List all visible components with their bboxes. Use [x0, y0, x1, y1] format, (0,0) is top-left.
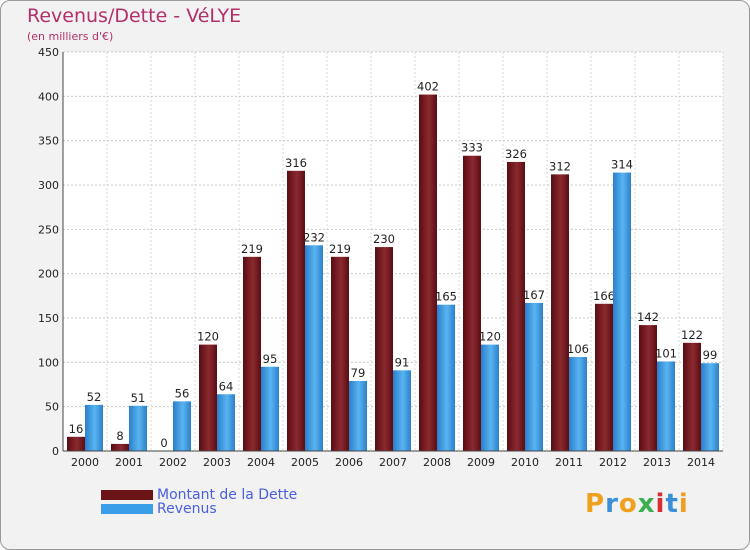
- x-tick-label: 2000: [71, 456, 99, 469]
- x-tick-label: 2013: [643, 456, 671, 469]
- bar-dette: [639, 325, 657, 451]
- bar-revenus: [261, 366, 279, 451]
- x-axis: 2000 2001 2002 2003 2004 2005 2006 2007 2008 2009…: [63, 450, 723, 469]
- proxiti-logo: Proxiti: [585, 489, 689, 519]
- bar-revenus: [217, 394, 235, 451]
- bar-dette: [331, 256, 349, 451]
- y-tick-label: 300: [38, 179, 59, 192]
- bar-revenus: [525, 302, 543, 451]
- x-tick-label: 2005: [291, 456, 319, 469]
- data-label-dette: 219: [241, 242, 263, 256]
- y-axis: 0 50 100 150 200 250 300 350 400 450: [38, 46, 64, 458]
- bar-revenus: [657, 361, 675, 451]
- legend-label-revenus: Revenus: [157, 501, 217, 517]
- x-tick-label: 2010: [511, 456, 539, 469]
- bar-revenus: [129, 405, 147, 451]
- bar-dette: [683, 342, 701, 451]
- bar-revenus: [569, 357, 587, 451]
- data-label-revenus: 106: [567, 342, 589, 356]
- x-tick-label: 2009: [467, 456, 495, 469]
- y-tick-label: 400: [38, 90, 59, 103]
- bar-revenus: [613, 172, 631, 451]
- bar-revenus: [701, 363, 719, 451]
- data-label-dette: 0: [160, 436, 167, 450]
- data-label-revenus: 79: [351, 366, 366, 380]
- data-label-dette: 142: [637, 310, 659, 324]
- legend-item-revenus: Revenus: [101, 501, 217, 517]
- bar-dette: [375, 247, 393, 451]
- y-tick-label: 450: [38, 46, 59, 59]
- x-tick-label: 2003: [203, 456, 231, 469]
- data-label-dette: 312: [549, 159, 571, 173]
- y-tick-label: 250: [38, 223, 59, 236]
- legend-swatch-debt: [101, 490, 153, 500]
- bar-dette: [67, 436, 85, 451]
- bar-dette: [551, 174, 569, 452]
- y-tick-label: 350: [38, 135, 59, 148]
- data-label-dette: 219: [329, 242, 351, 256]
- x-tick-label: 2001: [115, 456, 143, 469]
- data-label-revenus: 56: [175, 386, 190, 400]
- data-label-dette: 8: [116, 429, 123, 443]
- data-label-revenus: 167: [523, 288, 545, 302]
- bar-dette: [419, 94, 437, 451]
- data-label-revenus: 232: [303, 230, 325, 244]
- data-label-dette: 333: [461, 141, 483, 155]
- chart-subtitle: (en milliers d'€): [27, 30, 114, 43]
- x-tick-label: 2004: [247, 456, 275, 469]
- data-label-dette: 122: [681, 328, 703, 342]
- data-label-revenus: 165: [435, 290, 457, 304]
- data-label-revenus: 91: [395, 355, 410, 369]
- bar-dette: [243, 256, 261, 451]
- y-tick-label: 0: [52, 445, 59, 458]
- bar-revenus: [349, 380, 367, 451]
- legend-swatch-revenus: [101, 504, 153, 514]
- bar-revenus: [393, 370, 411, 451]
- bar-revenus: [305, 245, 323, 451]
- y-tick-label: 50: [45, 401, 59, 414]
- y-tick-label: 200: [38, 268, 59, 281]
- data-label-dette: 230: [373, 232, 395, 246]
- data-label-dette: 316: [285, 156, 307, 170]
- bar-dette: [111, 443, 129, 451]
- x-tick-label: 2014: [687, 456, 715, 469]
- x-tick-label: 2012: [599, 456, 627, 469]
- data-label-dette: 166: [593, 289, 615, 303]
- data-label-revenus: 99: [703, 348, 718, 362]
- x-tick-label: 2011: [555, 456, 583, 469]
- x-tick-label: 2008: [423, 456, 451, 469]
- bar-revenus: [481, 344, 499, 451]
- bars: 16 52 8 51 0 56 120 64 219 95 316 232 219 79 230 91 402 1…: [67, 80, 719, 452]
- data-label-dette: 402: [417, 80, 439, 94]
- x-tick-label: 2006: [335, 456, 363, 469]
- y-tick-label: 150: [38, 312, 59, 325]
- data-label-revenus: 314: [611, 158, 633, 172]
- x-tick-label: 2002: [159, 456, 187, 469]
- data-label-revenus: 95: [263, 352, 278, 366]
- data-label-dette: 326: [505, 147, 527, 161]
- data-label-revenus: 120: [479, 330, 501, 344]
- bar-dette: [507, 161, 525, 452]
- y-tick-label: 100: [38, 356, 59, 369]
- data-label-revenus: 101: [655, 346, 677, 360]
- x-tick-label: 2007: [379, 456, 407, 469]
- bar-dette: [199, 344, 217, 451]
- data-label-dette: 120: [197, 330, 219, 344]
- bar-chart: 0 50 100 150 200 250 300 350 400 450 16 52 8 51 0 56 12…: [38, 46, 724, 469]
- bar-dette: [463, 155, 481, 452]
- data-label-revenus: 51: [131, 391, 146, 405]
- data-label-dette: 16: [69, 422, 84, 436]
- legend-item-debt: Montant de la Dette: [101, 487, 297, 503]
- bar-dette: [287, 170, 305, 451]
- data-label-revenus: 64: [219, 379, 234, 393]
- legend-label-debt: Montant de la Dette: [157, 487, 298, 503]
- chart-title: Revenus/Dette - VéLYE: [27, 5, 242, 27]
- data-label-revenus: 52: [87, 390, 102, 404]
- bar-revenus: [85, 404, 103, 451]
- bar-dette: [595, 303, 613, 451]
- bar-revenus: [173, 401, 191, 451]
- bar-revenus: [437, 304, 455, 451]
